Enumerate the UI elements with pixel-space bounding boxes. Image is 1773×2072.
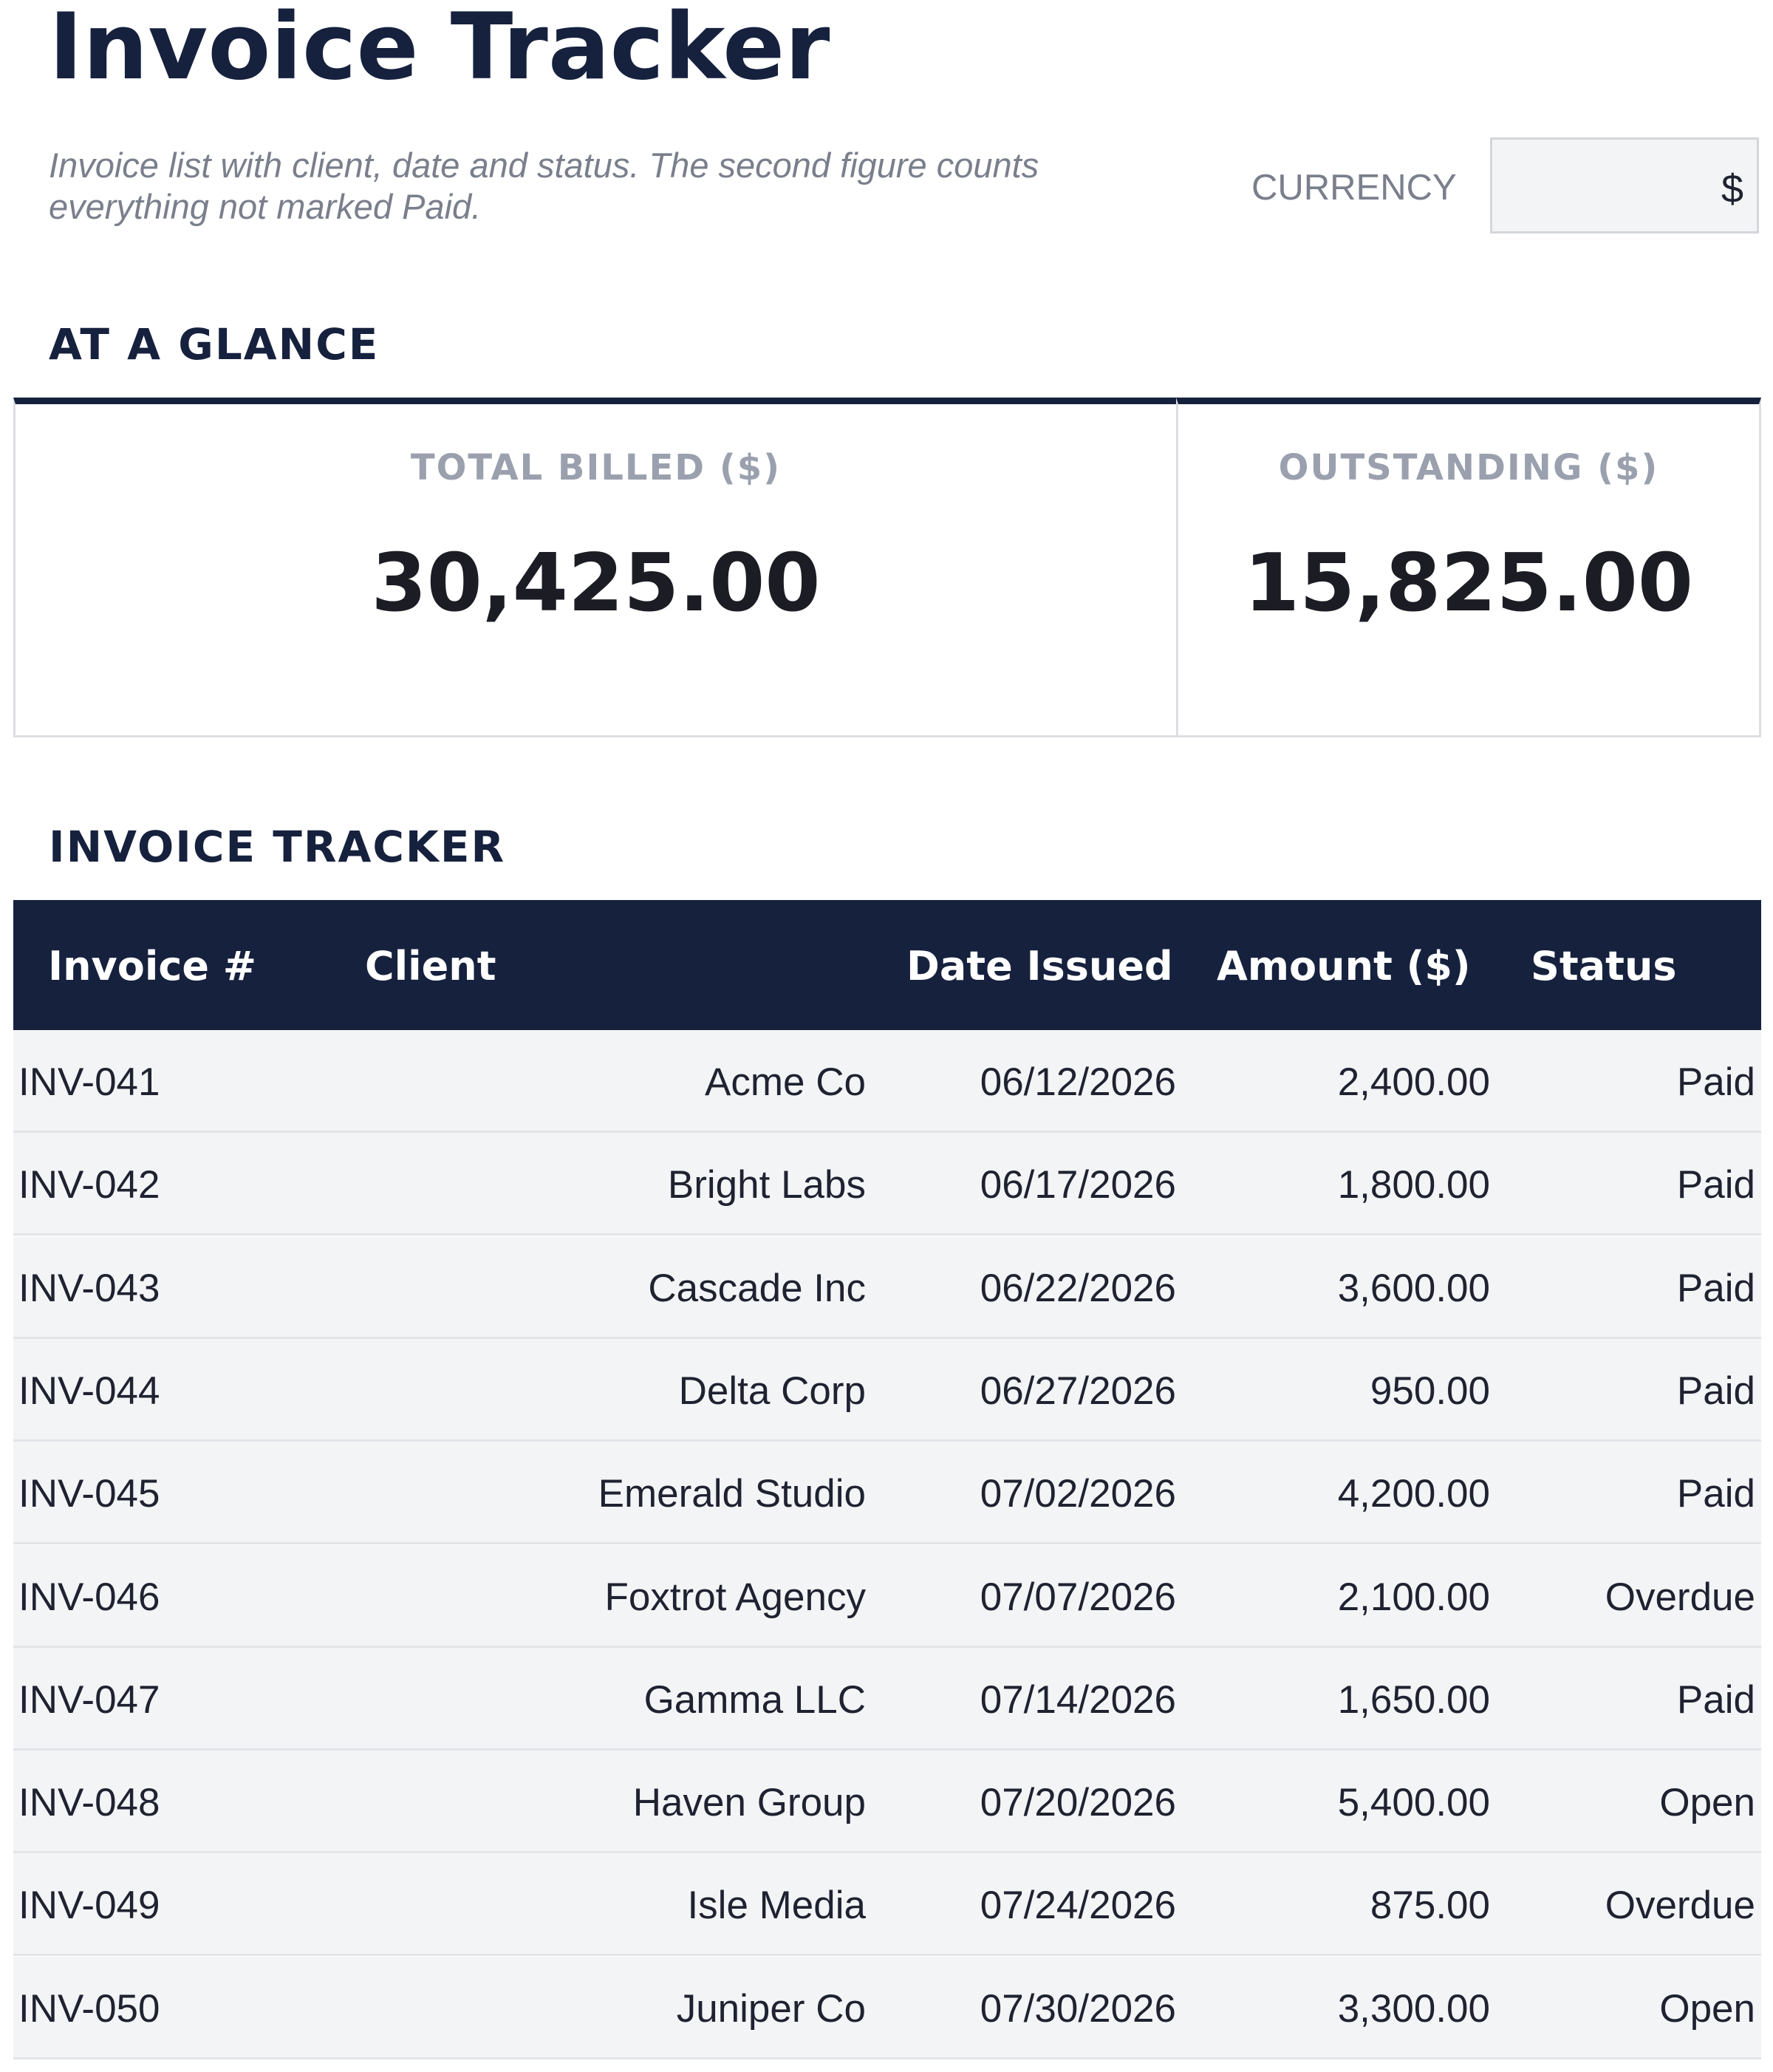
table-cell: 1,650.00 [1337, 1677, 1490, 1722]
table-cell: 06/12/2026 [980, 1060, 1176, 1104]
column-header: Date Issued [906, 943, 1173, 989]
table-header: Invoice # Client Date Issued Amount ($) Stat… [13, 900, 1761, 1030]
table-cell: 1,800.00 [1337, 1163, 1490, 1207]
table-cell: Haven Group [632, 1781, 866, 1825]
table-cell: INV-041 [18, 1060, 160, 1104]
table-cell: Acme Co [705, 1060, 866, 1104]
table-cell: 07/07/2026 [980, 1575, 1176, 1619]
currency-value: $ [1721, 167, 1743, 211]
table-cell: Paid [1676, 1163, 1755, 1207]
table-cell: 2,400.00 [1337, 1060, 1490, 1104]
table-cell: Paid [1676, 1266, 1755, 1310]
table-cell: 06/27/2026 [980, 1369, 1176, 1413]
table-cell: Delta Corp [678, 1369, 866, 1413]
table-cell: 07/02/2026 [980, 1472, 1176, 1516]
table-cell: INV-046 [18, 1575, 160, 1619]
table-cell: INV-044 [18, 1369, 160, 1413]
page-title: Invoice Tracker [49, 0, 830, 100]
table-cell: INV-048 [18, 1781, 160, 1825]
table-row: INV-049 Isle Media 07/24/2026 875.00 Overdue [13, 1853, 1761, 1957]
column-header: Invoice # [48, 943, 257, 989]
currency-input[interactable]: $ [1490, 137, 1759, 234]
subtitle: Invoice list with client, date and statu… [49, 146, 1039, 226]
table-cell: INV-047 [18, 1677, 160, 1722]
table-cell: 06/22/2026 [980, 1266, 1176, 1310]
table-cell: Open [1659, 1781, 1755, 1825]
summary-card: TOTAL BILLED ($) 30,425.00 [13, 398, 1178, 737]
table-cell: Overdue [1605, 1575, 1755, 1619]
table-cell: 07/14/2026 [980, 1677, 1176, 1722]
table-row: INV-045 Emerald Studio 07/02/2026 4,200.00 P… [13, 1442, 1761, 1545]
table-row: INV-044 Delta Corp 06/27/2026 950.00 Paid [13, 1338, 1761, 1442]
table-cell: Cascade Inc [648, 1266, 866, 1310]
table-cell: 3,300.00 [1337, 1986, 1490, 2031]
table-row: INV-046 Foxtrot Agency 07/07/2026 2,100.00 O… [13, 1544, 1761, 1648]
table-cell: INV-049 [18, 1884, 160, 1928]
table-cell: 07/30/2026 [980, 1986, 1176, 2031]
card-value: 30,425.00 [371, 537, 821, 630]
table-row: INV-047 Gamma LLC 07/14/2026 1,650.00 Paid [13, 1647, 1761, 1751]
table-row: INV-041 Acme Co 06/12/2026 2,400.00 Paid [13, 1030, 1761, 1133]
table-cell: 5,400.00 [1337, 1781, 1490, 1825]
card-label: TOTAL BILLED ($) [410, 447, 782, 488]
table-cell: Paid [1676, 1060, 1755, 1104]
table-cell: INV-050 [18, 1986, 160, 2031]
table-cell: Bright Labs [667, 1163, 866, 1207]
table-cell: Paid [1676, 1677, 1755, 1722]
card-value: 15,825.00 [1243, 537, 1694, 630]
column-header: Amount ($) [1217, 943, 1471, 989]
table-row: INV-050 Juniper Co 07/30/2026 3,300.00 Open [13, 1956, 1761, 2059]
column-header: Status [1531, 943, 1677, 989]
summary-card: OUTSTANDING ($) 15,825.00 [1176, 398, 1761, 737]
table-cell: 3,600.00 [1337, 1266, 1490, 1310]
table-cell: INV-043 [18, 1266, 160, 1310]
table-cell: 950.00 [1370, 1369, 1490, 1413]
table-cell: 4,200.00 [1337, 1472, 1490, 1516]
card-label: OUTSTANDING ($) [1278, 447, 1659, 488]
table-cell: Foxtrot Agency [604, 1575, 866, 1619]
table-cell: INV-042 [18, 1163, 160, 1207]
table-cell: Gamma LLC [643, 1677, 866, 1722]
table-row: INV-048 Haven Group 07/20/2026 5,400.00 Open [13, 1751, 1761, 1854]
table-cell: 875.00 [1370, 1884, 1490, 1928]
table-cell: 2,100.00 [1337, 1575, 1490, 1619]
table-cell: Isle Media [687, 1884, 866, 1928]
table-cell: Open [1659, 1986, 1755, 2031]
table-cell: 07/20/2026 [980, 1781, 1176, 1825]
table-cell: Juniper Co [676, 1986, 866, 2031]
column-header: Client [365, 943, 496, 989]
table-cell: INV-045 [18, 1472, 160, 1516]
table-cell: Paid [1676, 1369, 1755, 1413]
table-cell: 07/24/2026 [980, 1884, 1176, 1928]
currency-label: CURRENCY [1251, 168, 1457, 208]
table-cell: Emerald Studio [598, 1472, 866, 1516]
table-row: INV-043 Cascade Inc 06/22/2026 3,600.00 Paid [13, 1236, 1761, 1339]
table-row: INV-042 Bright Labs 06/17/2026 1,800.00 Paid [13, 1133, 1761, 1236]
section-heading: AT A GLANCE [49, 319, 380, 369]
section-heading: INVOICE TRACKER [49, 822, 506, 872]
table-cell: Overdue [1605, 1884, 1755, 1928]
table-cell: 06/17/2026 [980, 1163, 1176, 1207]
table-cell: Paid [1676, 1472, 1755, 1516]
